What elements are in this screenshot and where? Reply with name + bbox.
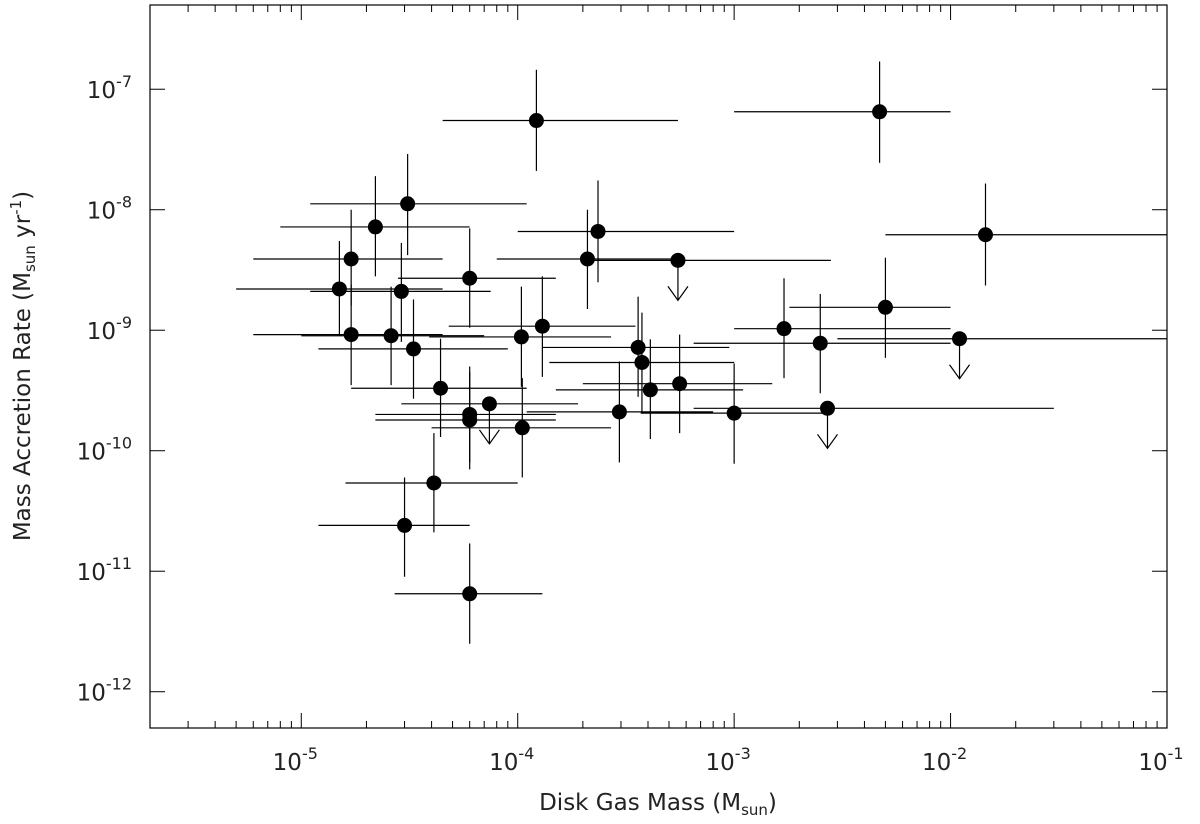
data-point (406, 341, 422, 357)
x-tick-label: 10-4 (489, 744, 534, 776)
data-point (590, 223, 606, 239)
data-point (397, 517, 413, 533)
data-point (952, 331, 968, 347)
axis-ticks (149, 5, 1168, 728)
data-point (393, 283, 409, 299)
data-point (400, 196, 416, 212)
y-axis-label-mid: yr (10, 214, 36, 245)
y-tick-label: 10-8 (87, 193, 132, 225)
data-point (819, 400, 835, 416)
data-point (462, 270, 478, 286)
x-axis-label: Disk Gas Mass (Msun) (539, 790, 777, 819)
data-point (672, 376, 688, 392)
data-point (534, 318, 550, 334)
plot-frame (149, 4, 1168, 729)
data-point (343, 251, 359, 267)
data-point (642, 382, 658, 398)
upper-limit-arrowhead (667, 286, 689, 302)
data-point (433, 380, 449, 396)
data-point (426, 475, 442, 491)
y-tick-label: 10-7 (87, 72, 132, 104)
data-point (528, 113, 544, 129)
data-point (513, 329, 529, 345)
data-point (877, 299, 893, 315)
x-tick-label: 10-1 (1138, 744, 1183, 776)
upper-limit-arrowhead (478, 429, 500, 445)
data-point (481, 396, 497, 412)
y-tick-label: 10-11 (77, 554, 132, 586)
x-axis-label-sub: sun (741, 801, 768, 819)
y-axis-label-end: ) (10, 191, 36, 200)
y-axis-label-sup: -1 (7, 200, 25, 215)
data-point (630, 339, 646, 355)
data-point (812, 335, 828, 351)
data-point (514, 420, 530, 436)
upper-limit-arrowhead (817, 433, 838, 450)
data-point (634, 354, 650, 370)
data-point (331, 281, 347, 297)
y-axis-label-sub: sun (21, 245, 39, 272)
data-point (611, 404, 627, 420)
data-point (579, 251, 595, 267)
data-point (670, 252, 686, 268)
data-point (462, 412, 478, 428)
y-tick-label: 10-10 (77, 434, 132, 466)
x-tick-label: 10-5 (273, 744, 318, 776)
data-point (343, 327, 359, 343)
x-axis-label-end: ) (768, 790, 777, 816)
tick-labels: 10-5 10-4 10-3 10-2 10-1 10-7 10-8 10-9 10-10 10-… (77, 72, 1184, 776)
data-point (367, 219, 383, 235)
data-points (331, 104, 993, 602)
y-tick-label: 10-9 (87, 313, 132, 345)
data-point (977, 227, 993, 243)
data-point (383, 328, 399, 344)
y-axis-label: Mass Accretion Rate (Msun yr-1) (7, 191, 39, 541)
data-point (462, 586, 478, 602)
y-tick-label: 10-12 (77, 675, 132, 707)
x-tick-label: 10-2 (922, 744, 967, 776)
data-point (872, 104, 888, 120)
data-point (776, 321, 792, 337)
data-point (726, 405, 742, 421)
x-tick-label: 10-3 (706, 744, 751, 776)
upper-limit-arrowhead (949, 364, 971, 380)
